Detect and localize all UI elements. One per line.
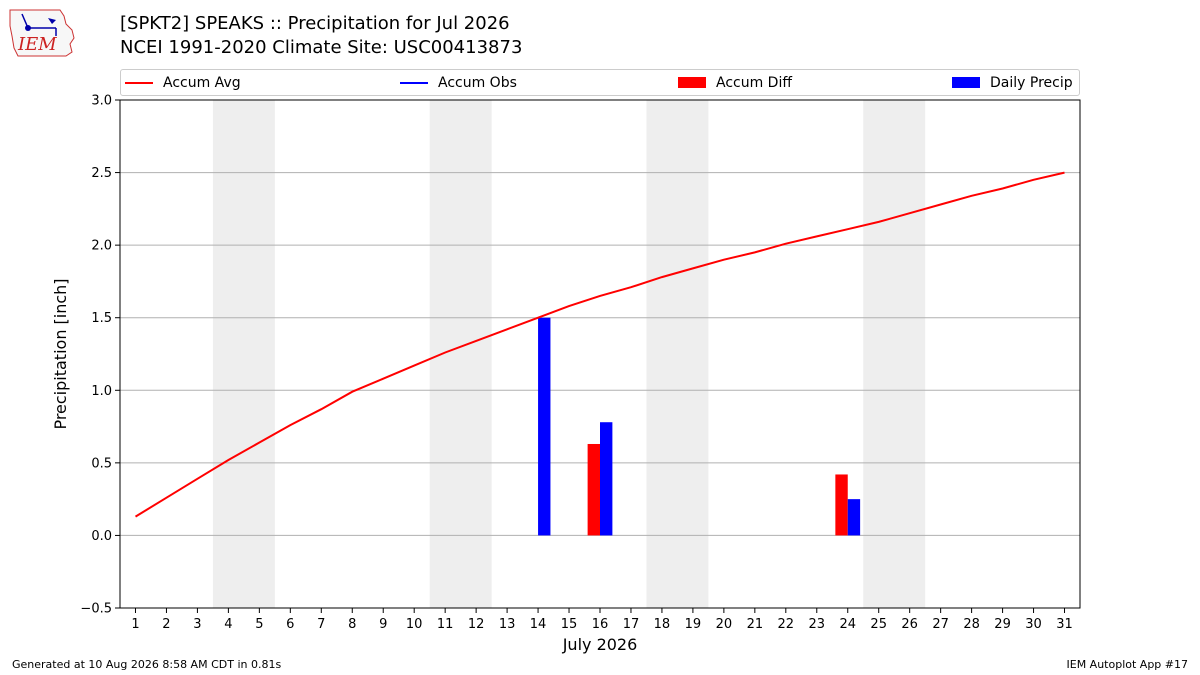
x-tick-label: 31	[1056, 617, 1073, 632]
y-tick-label: 1.0	[91, 384, 112, 399]
x-tick-label: 14	[530, 617, 547, 632]
legend-item-accum-diff: Accum Diff	[678, 70, 792, 95]
footer-app: IEM Autoplot App #17	[1066, 658, 1189, 671]
x-tick-label: 9	[379, 617, 387, 632]
x-tick-label: 18	[654, 617, 671, 632]
legend-item-accum-obs: Accum Obs	[400, 70, 517, 95]
chart-title: [SPKT2] SPEAKS :: Precipitation for Jul …	[120, 13, 510, 34]
iem-logo: IEM	[8, 6, 80, 58]
chart-legend: Accum Avg Accum Obs Accum Diff Daily Pre…	[120, 69, 1080, 96]
legend-item-accum-avg: Accum Avg	[125, 70, 241, 95]
x-tick-label: 29	[994, 617, 1011, 632]
daily-precip-bar	[600, 422, 613, 536]
x-tick-label: 26	[901, 617, 918, 632]
accum-avg-line	[134, 171, 1065, 518]
y-tick-label: −0.5	[80, 602, 112, 617]
legend-label-accum-avg: Accum Avg	[163, 74, 241, 91]
y-tick-label: 1.5	[91, 311, 112, 326]
daily-precip-bar	[847, 499, 861, 536]
legend-label-accum-diff: Accum Diff	[716, 74, 793, 91]
y-tick-label: 2.5	[91, 166, 112, 181]
daily-precip-bar	[538, 317, 551, 536]
x-tick-label: 23	[809, 617, 826, 632]
x-tick-label: 15	[561, 617, 578, 632]
x-tick-label: 12	[468, 617, 485, 632]
x-tick-label: 3	[193, 617, 201, 632]
x-tick-label: 21	[747, 617, 764, 632]
accum-diff-bar	[835, 474, 848, 536]
y-tick-label: 0.5	[91, 456, 112, 471]
x-tick-label: 1	[131, 617, 139, 632]
weekend-shade-1	[429, 100, 492, 608]
legend-swatch-accum-diff	[678, 77, 706, 88]
x-tick-label: 20	[716, 617, 733, 632]
x-tick-label: 24	[839, 617, 856, 632]
weekend-shade-0	[212, 100, 275, 608]
x-tick-label: 22	[778, 617, 795, 632]
chart-subtitle: NCEI 1991-2020 Climate Site: USC00413873	[120, 37, 523, 58]
accum-diff-bar	[587, 443, 600, 536]
x-tick-label: 10	[406, 617, 423, 632]
x-tick-label: 16	[592, 617, 609, 632]
footer-generated: Generated at 10 Aug 2026 8:58 AM CDT in …	[12, 658, 282, 671]
y-tick-label: 2.0	[91, 239, 112, 254]
weekend-shade-2	[646, 100, 709, 608]
y-tick-label: 3.0	[91, 94, 112, 109]
legend-label-daily-precip: Daily Precip	[990, 74, 1073, 91]
x-tick-label: 17	[623, 617, 640, 632]
x-tick-label: 2	[162, 617, 170, 632]
x-tick-label: 27	[932, 617, 949, 632]
x-tick-label: 5	[255, 617, 263, 632]
x-tick-label: 4	[224, 617, 232, 632]
y-axis-label: Precipitation [inch]	[51, 278, 70, 429]
x-tick-label: 6	[286, 617, 294, 632]
legend-label-accum-obs: Accum Obs	[438, 74, 517, 91]
x-tick-label: 7	[317, 617, 325, 632]
legend-swatch-accum-avg	[125, 81, 153, 84]
weekend-shade-3	[863, 100, 926, 608]
x-tick-label: 28	[963, 617, 980, 632]
x-axis-label: July 2026	[562, 635, 638, 654]
y-tick-label: 0.0	[91, 529, 112, 544]
x-tick-label: 19	[685, 617, 702, 632]
x-tick-label: 8	[348, 617, 356, 632]
x-tick-label: 25	[870, 617, 887, 632]
x-tick-label: 30	[1025, 617, 1042, 632]
legend-swatch-daily-precip	[952, 77, 980, 88]
logo-text: IEM	[17, 34, 57, 55]
legend-swatch-accum-obs	[400, 81, 428, 84]
x-tick-label: 11	[437, 617, 454, 632]
x-tick-label: 13	[499, 617, 516, 632]
legend-item-daily-precip: Daily Precip	[952, 70, 1073, 95]
